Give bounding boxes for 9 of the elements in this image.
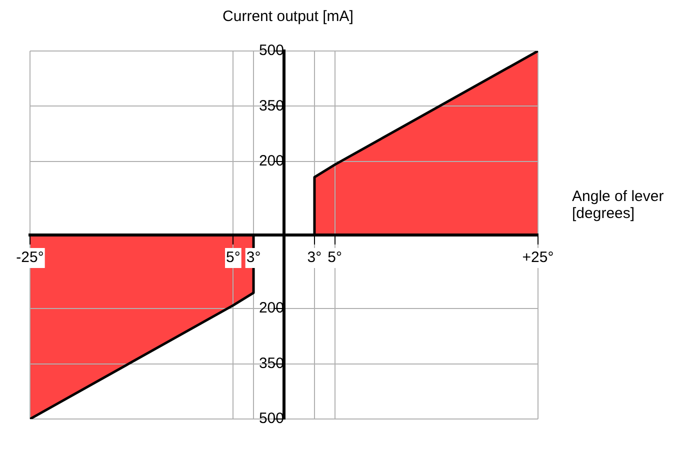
x-tick-label: 3°	[246, 249, 261, 266]
x-tick-label: 3°	[307, 249, 322, 266]
y-tick-label: 500	[258, 42, 284, 60]
y-axis-title: Current output [mA]	[222, 8, 354, 27]
x-tick-label: -25°	[16, 249, 44, 266]
x-axis-title: Angle of lever [degrees]	[572, 188, 665, 222]
x-tick-label: 5°	[226, 249, 240, 266]
x-tick-label: 5°	[328, 249, 342, 266]
x-tick-label: +25°	[522, 249, 554, 266]
